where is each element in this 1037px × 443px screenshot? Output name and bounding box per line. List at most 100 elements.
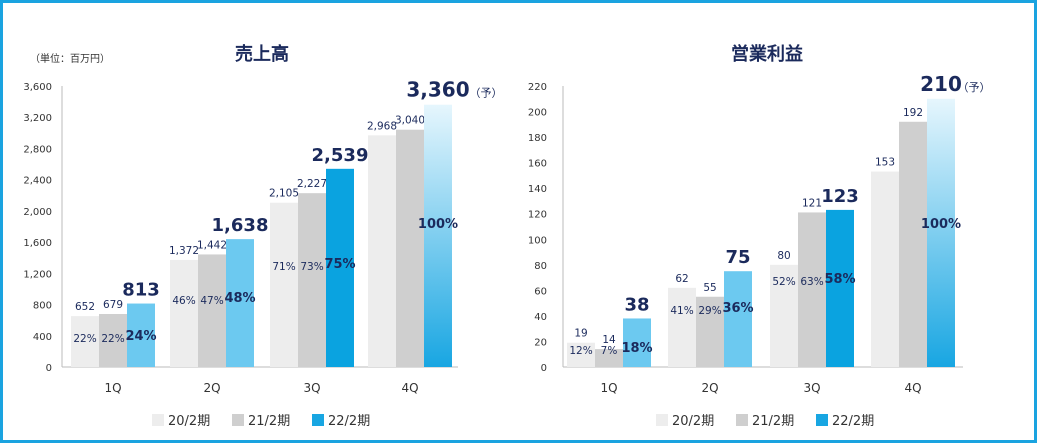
legend-sales: 20/2期 21/2期 22/2期: [152, 414, 370, 429]
percent-label: 63%: [800, 276, 823, 288]
y-tick-label: 0: [46, 363, 52, 374]
legend-swatch-2022: [816, 414, 828, 426]
y-tick-label: 160: [528, 159, 547, 170]
percent-label: 100%: [418, 217, 458, 232]
y-tick-label: 80: [534, 261, 547, 272]
y-tick-label: 200: [528, 108, 547, 119]
y-tick-label: 2,400: [23, 176, 52, 187]
bar-3q-series-0: [270, 202, 298, 367]
x-category-label: 4Q: [401, 381, 418, 395]
y-tick-label: 20: [534, 337, 547, 348]
chart-title-sales: 売上高: [235, 43, 289, 65]
y-tick-label: 2,000: [23, 207, 52, 218]
bar-4q-series-1: [899, 121, 927, 367]
legend-label-2021: 21/2期: [248, 414, 290, 429]
y-tick-label: 140: [528, 184, 547, 195]
legend-swatch-2021: [736, 414, 748, 426]
y-tick-label: 800: [33, 301, 52, 312]
chart-title-operating-profit: 営業利益: [731, 43, 803, 65]
percent-label: 29%: [698, 305, 721, 317]
y-tick-label: 60: [534, 286, 547, 297]
percent-label: 58%: [824, 272, 855, 287]
y-tick-label: 400: [33, 332, 52, 343]
bar-1q-series-2: [127, 303, 155, 367]
x-category-label: 3Q: [803, 381, 820, 395]
legend-label-2022: 22/2期: [328, 414, 370, 429]
legend-operating-profit: 20/2期 21/2期 22/2期: [656, 414, 874, 429]
bar-3q-series-0: [770, 264, 798, 367]
bar-4q-series-2: [424, 104, 452, 367]
bar-2q-series-1: [696, 296, 724, 367]
percent-label: 41%: [670, 305, 693, 317]
y-tick-label: 1,200: [23, 269, 52, 280]
percent-label: 12%: [569, 345, 592, 357]
bar-1q-series-1: [595, 349, 623, 367]
value-label: 652: [75, 301, 95, 313]
bar-2q-series-1: [198, 254, 226, 367]
y-tick-label: 100: [528, 235, 547, 246]
value-label: 2,968: [367, 120, 397, 132]
value-label-main: 210: [920, 72, 962, 96]
x-category-label: 2Q: [701, 381, 718, 395]
percent-label: 36%: [722, 301, 753, 316]
value-label: 192: [903, 107, 923, 119]
y-tick-label: 3,200: [23, 113, 52, 124]
bar-2q-series-2: [724, 271, 752, 367]
bar-2q-series-2: [226, 239, 254, 367]
value-label: 80: [777, 250, 790, 262]
percent-label: 7%: [601, 345, 618, 357]
bar-1q-series-0: [71, 316, 99, 367]
value-label: 14: [602, 334, 616, 346]
value-label: 121: [802, 197, 822, 209]
legend-label-2021: 21/2期: [752, 414, 794, 429]
value-label: 153: [875, 157, 895, 169]
percent-label: 22%: [73, 333, 96, 345]
bar-1q-series-1: [99, 314, 127, 367]
value-label: 2,105: [269, 188, 299, 200]
x-category-label: 2Q: [203, 381, 220, 395]
percent-label: 52%: [772, 276, 795, 288]
percent-label: 48%: [224, 291, 255, 306]
legend-label-2022: 22/2期: [832, 414, 874, 429]
y-tick-label: 1,600: [23, 238, 52, 249]
x-category-label: 1Q: [104, 381, 121, 395]
legend-label-2020: 20/2期: [672, 414, 714, 429]
percent-label: 18%: [621, 341, 652, 356]
value-label-main: 123: [821, 186, 859, 207]
bar-3q-series-2: [326, 168, 354, 367]
bar-2q-series-0: [170, 259, 198, 367]
bar-4q-series-2: [927, 98, 955, 367]
x-category-label: 1Q: [600, 381, 617, 395]
bar-1q-series-0: [567, 342, 595, 367]
bar-1q-series-2: [623, 318, 651, 367]
unit-label: （単位：百万円）: [30, 52, 110, 65]
percent-label: 71%: [272, 261, 295, 273]
percent-label: 75%: [324, 257, 355, 272]
value-label: 62: [675, 273, 688, 285]
value-label-main: 1,638: [212, 215, 269, 236]
bar-2q-series-0: [668, 287, 696, 367]
y-tick-label: 120: [528, 210, 547, 221]
bar-3q-series-1: [298, 193, 326, 367]
legend-label-2020: 20/2期: [168, 414, 210, 429]
sales-bar-chart: 0 400 800 1,200 1,600 2,000 2,400 2,800 3,200 3,6…: [23, 78, 502, 395]
value-label: 19: [574, 328, 587, 340]
y-tick-label: 2,800: [23, 144, 52, 155]
percent-label: 22%: [101, 333, 124, 345]
y-tick-label: 3,600: [23, 82, 52, 93]
y-tick-label: 40: [534, 312, 547, 323]
legend-swatch-2020: [152, 414, 164, 426]
percent-label: 73%: [300, 261, 323, 273]
legend-swatch-2021: [232, 414, 244, 426]
x-category-label: 4Q: [904, 381, 921, 395]
value-label-main: 75: [725, 247, 750, 268]
percent-label: 46%: [172, 295, 195, 307]
value-label: 2,227: [297, 178, 327, 190]
bar-4q-series-0: [368, 135, 396, 367]
value-label-main: 813: [122, 280, 160, 301]
bar-3q-series-1: [798, 212, 826, 367]
legend-swatch-2022: [312, 414, 324, 426]
bar-4q-series-0: [871, 171, 899, 367]
